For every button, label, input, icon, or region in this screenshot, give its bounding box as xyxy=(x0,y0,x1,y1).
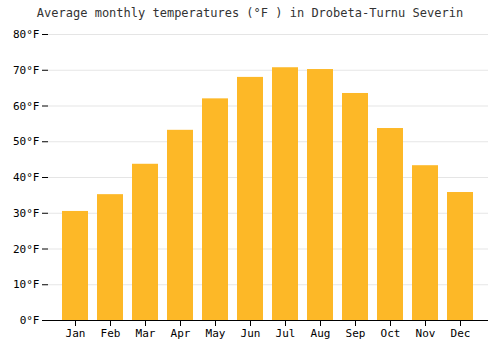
svg-text:Jan: Jan xyxy=(66,327,86,340)
svg-text:May: May xyxy=(206,327,226,340)
svg-text:Feb: Feb xyxy=(101,327,121,340)
svg-text:Jul: Jul xyxy=(276,327,296,340)
html-text:Average monthly temperatures (: Average monthly temperatures (°F ) in Dr… xyxy=(36,6,464,20)
svg-text:Sep: Sep xyxy=(346,327,366,340)
svg-text:Jun: Jun xyxy=(241,327,261,340)
svg-text:50°F: 50°F xyxy=(13,135,40,148)
svg-text:0°F: 0°F xyxy=(20,314,40,327)
svg-text:Dec: Dec xyxy=(451,327,471,340)
svg-text:30°F: 30°F xyxy=(13,207,40,220)
svg-text:40°F: 40°F xyxy=(13,171,40,184)
svg-text:70°F: 70°F xyxy=(13,64,40,77)
svg-text:Apr: Apr xyxy=(171,327,191,340)
svg-text:80°F: 80°F xyxy=(13,28,40,41)
svg-text:Mar: Mar xyxy=(136,327,156,340)
svg-text:60°F: 60°F xyxy=(13,100,40,113)
svg-text:Nov: Nov xyxy=(416,327,436,340)
svg-text:20°F: 20°F xyxy=(13,243,40,256)
svg-text:Aug: Aug xyxy=(311,327,331,340)
svg-text:Oct: Oct xyxy=(381,327,401,340)
svg-text:10°F: 10°F xyxy=(13,278,40,291)
